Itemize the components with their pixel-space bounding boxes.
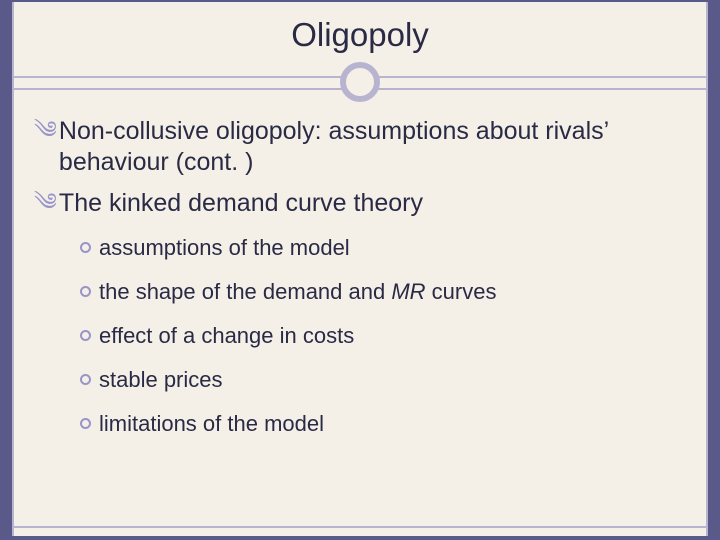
sub-bullet-text: effect of a change in costs <box>99 323 354 349</box>
bullet-lvl1: ༄ The kinked demand curve theory <box>34 188 686 219</box>
italic-text: MR <box>391 279 425 304</box>
bullet-lvl1: ༄ Non-collusive oligopoly: assumptions a… <box>34 116 686 178</box>
sub-bullet-list: assumptions of the model the shape of th… <box>34 229 686 437</box>
bullet-text: The kinked demand curve theory <box>59 188 423 219</box>
slide-title: Oligopoly <box>14 2 706 54</box>
swirl-icon: ༄ <box>34 116 57 146</box>
sub-bullet-text: limitations of the model <box>99 411 324 437</box>
footer-line <box>14 526 706 528</box>
slide: Oligopoly ༄ Non-collusive oligopoly: ass… <box>12 2 708 536</box>
sub-bullet-text: the shape of the demand and MR curves <box>99 279 496 305</box>
swirl-icon: ༄ <box>34 188 57 218</box>
bullet-lvl2: limitations of the model <box>80 411 686 437</box>
circle-icon <box>80 374 91 385</box>
sub-bullet-text: assumptions of the model <box>99 235 350 261</box>
circle-icon <box>80 418 91 429</box>
circle-icon <box>80 286 91 297</box>
content-area: ༄ Non-collusive oligopoly: assumptions a… <box>14 108 706 437</box>
bullet-lvl2: the shape of the demand and MR curves <box>80 279 686 305</box>
title-area: Oligopoly <box>14 2 706 108</box>
text-fragment: the shape of the demand and <box>99 279 391 304</box>
circle-icon <box>80 242 91 253</box>
text-fragment: curves <box>426 279 497 304</box>
bullet-text: Non-collusive oligopoly: assumptions abo… <box>59 116 686 178</box>
sub-bullet-text: stable prices <box>99 367 223 393</box>
circle-icon <box>80 330 91 341</box>
bullet-lvl2: assumptions of the model <box>80 235 686 261</box>
bullet-lvl2: effect of a change in costs <box>80 323 686 349</box>
bullet-lvl2: stable prices <box>80 367 686 393</box>
ring-icon <box>340 62 380 102</box>
